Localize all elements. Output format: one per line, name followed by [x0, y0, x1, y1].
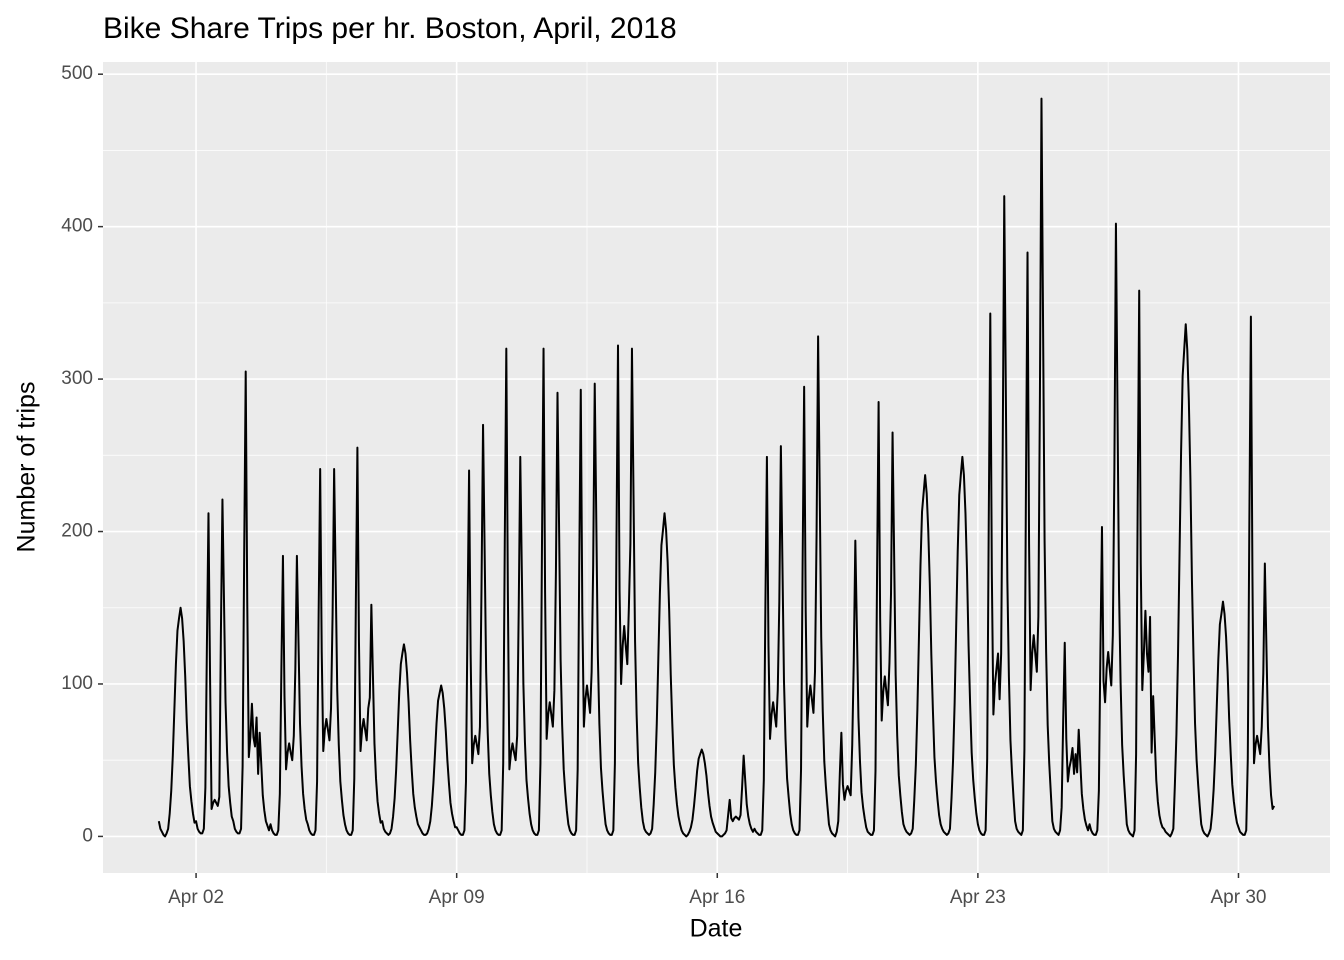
y-axis-title: Number of trips [13, 382, 41, 553]
plot-area [157, 97, 1276, 838]
x-tick-label: Apr 23 [950, 887, 1006, 908]
x-axis-title: Date [690, 915, 743, 943]
trips-line [157, 97, 1276, 838]
y-tick-label: 300 [61, 368, 93, 389]
x-tick-label: Apr 02 [168, 887, 224, 908]
y-tick-label: 400 [61, 216, 93, 237]
grid [103, 62, 1330, 873]
y-tick-label: 200 [61, 521, 93, 542]
chart-title: Bike Share Trips per hr. Boston, April, … [103, 12, 677, 45]
y-tick-label: 100 [61, 673, 93, 694]
x-tick-label: Apr 16 [689, 887, 745, 908]
y-tick-label: 0 [82, 825, 93, 846]
y-tick-label: 500 [61, 63, 93, 84]
x-tick-label: Apr 09 [429, 887, 485, 908]
x-tick-label: Apr 30 [1210, 887, 1266, 908]
